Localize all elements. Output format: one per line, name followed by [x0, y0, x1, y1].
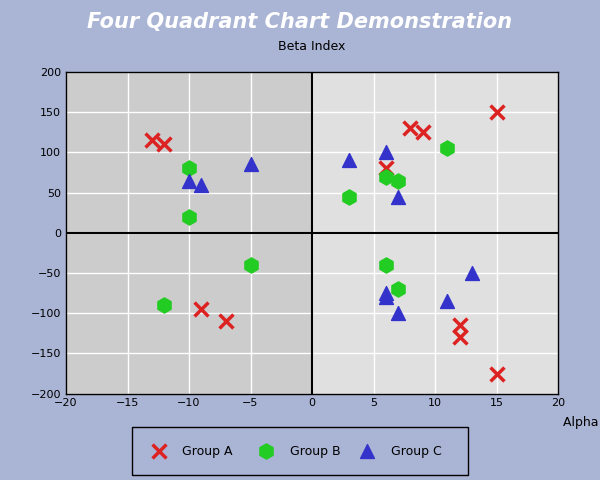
Group A [492, 370, 502, 377]
Group C [344, 156, 354, 164]
Point [262, 447, 271, 455]
Group B [381, 173, 391, 180]
Bar [66, 72, 312, 233]
Group C [394, 309, 403, 317]
Text: Beta Index: Beta Index [278, 40, 346, 53]
Group A [492, 108, 502, 116]
Point [154, 447, 164, 455]
Group A [381, 165, 391, 172]
Group C [197, 180, 206, 188]
Text: Group C: Group C [391, 444, 442, 458]
Group A [418, 129, 427, 136]
Point [362, 447, 372, 455]
Group A [148, 136, 157, 144]
Group A [221, 317, 230, 325]
Bar [312, 72, 558, 233]
Group C [381, 148, 391, 156]
Group B [184, 165, 194, 172]
Group C [381, 289, 391, 297]
Group A [455, 334, 464, 341]
Bar [312, 233, 558, 394]
Group B [394, 285, 403, 293]
Group C [184, 177, 194, 184]
Group C [443, 297, 452, 305]
Group B [394, 177, 403, 184]
Group A [197, 305, 206, 313]
Group C [381, 293, 391, 301]
Group A [455, 322, 464, 329]
Group B [381, 261, 391, 269]
Text: Alpha Index: Alpha Index [563, 416, 600, 429]
Group B [344, 193, 354, 201]
Bar [66, 233, 312, 394]
Group C [394, 193, 403, 201]
Group B [443, 144, 452, 152]
Text: Group A: Group A [182, 444, 233, 458]
Group A [160, 141, 169, 148]
Group A [406, 124, 415, 132]
Text: Group B: Group B [290, 444, 341, 458]
Group C [467, 269, 476, 277]
Group C [246, 161, 256, 168]
Group B [184, 213, 194, 220]
Group B [160, 301, 169, 309]
Text: Four Quadrant Chart Demonstration: Four Quadrant Chart Demonstration [88, 12, 512, 32]
Group B [246, 261, 256, 269]
